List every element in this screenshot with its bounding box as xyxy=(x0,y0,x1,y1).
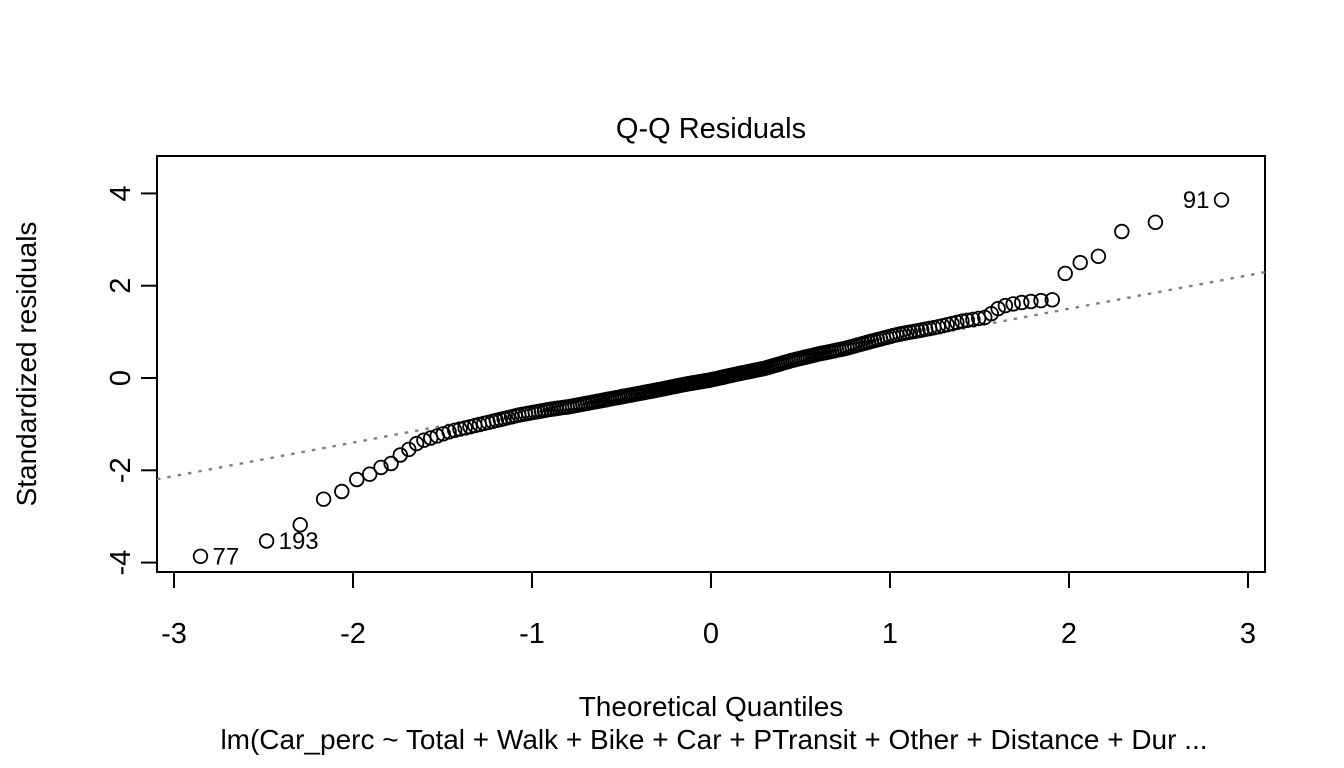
model-formula-caption: lm(Car_perc ~ Total + Walk + Bike + Car … xyxy=(220,724,1207,755)
qq-point xyxy=(401,441,417,458)
plot-border-box xyxy=(156,155,1266,573)
x-tick-label: 3 xyxy=(1240,618,1256,650)
x-tick-label: -3 xyxy=(161,618,187,650)
qq-point xyxy=(392,447,409,463)
outlier-label: 77 xyxy=(213,543,240,570)
qq-point xyxy=(447,422,463,439)
y-axis-label: Standardized residuals xyxy=(11,222,42,507)
qq-point xyxy=(1147,214,1164,231)
qq-point xyxy=(349,471,365,488)
outlier-label: 193 xyxy=(279,528,319,555)
qq-point xyxy=(990,300,1006,317)
qq-point xyxy=(1005,296,1021,312)
qq-point xyxy=(334,483,350,500)
x-tick-label: -2 xyxy=(340,618,366,650)
qq-point xyxy=(441,424,457,440)
chart-title: Q-Q Residuals xyxy=(616,113,806,145)
x-tick-label: 1 xyxy=(882,618,898,650)
y-tick-label: 4 xyxy=(105,185,137,201)
x-axis-ticks: -3 -2 -1 0 1 2 3 xyxy=(161,572,1256,650)
qq-point xyxy=(292,517,308,533)
outlier-label: 91 xyxy=(1183,187,1210,214)
qq-point xyxy=(1014,294,1030,311)
y-tick-label: 2 xyxy=(105,278,137,294)
qq-point xyxy=(959,312,976,329)
qq-point xyxy=(1213,192,1230,208)
qq-point xyxy=(1072,254,1088,271)
x-tick-label: 0 xyxy=(703,618,719,650)
qq-point xyxy=(1023,293,1039,310)
qq-point xyxy=(416,432,432,448)
outlier-point-labels: 91 77 193 xyxy=(213,187,1210,570)
x-tick-label: 2 xyxy=(1061,618,1077,650)
y-tick-label: 0 xyxy=(105,370,137,386)
y-axis-ticks: -4 -2 0 2 4 xyxy=(105,185,157,575)
qq-point xyxy=(373,459,389,476)
x-axis-label: Theoretical Quantiles xyxy=(579,691,844,722)
qq-point xyxy=(258,533,275,549)
x-tick-label: -1 xyxy=(519,618,545,650)
qq-point xyxy=(1033,292,1049,309)
qq-point xyxy=(315,491,332,507)
qq-point xyxy=(408,435,425,452)
data-points xyxy=(192,192,1230,565)
qq-point xyxy=(1114,223,1130,240)
qq-point xyxy=(192,548,209,565)
qq-point xyxy=(965,311,981,328)
qq-point xyxy=(1044,292,1061,308)
y-tick-label: -2 xyxy=(105,457,137,483)
qq-point xyxy=(997,297,1014,314)
y-tick-label: -4 xyxy=(105,550,137,576)
qq-point xyxy=(1090,248,1107,264)
qq-point xyxy=(954,313,970,329)
qq-point xyxy=(1057,265,1073,282)
qq-point xyxy=(362,466,378,482)
qq-point xyxy=(383,455,399,472)
